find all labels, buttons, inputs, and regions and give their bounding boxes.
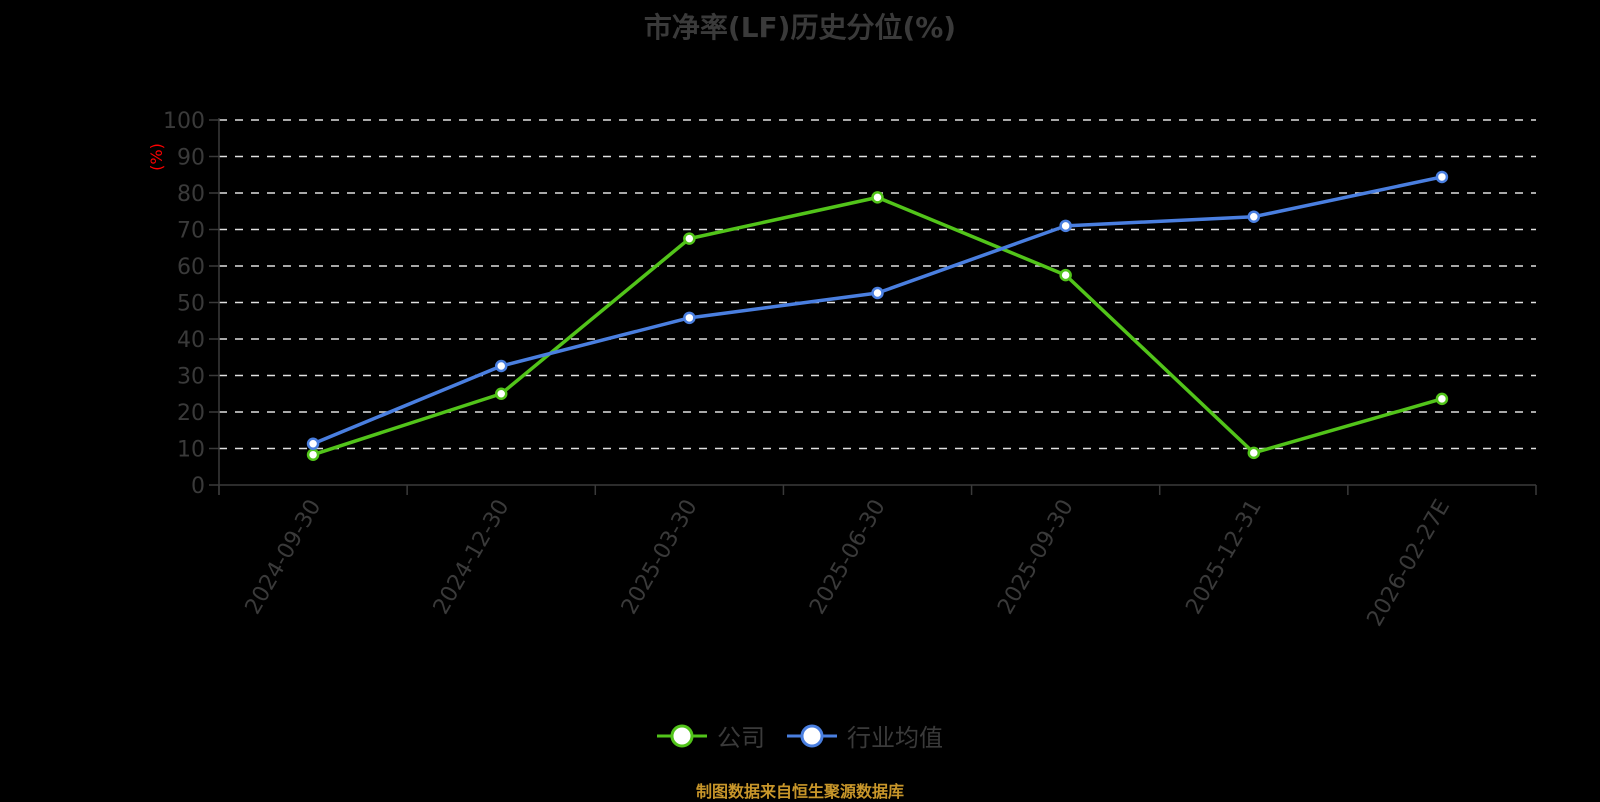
x-tick-label: 2025-12-31	[1181, 496, 1267, 619]
data-point[interactable]	[1435, 170, 1449, 184]
x-tick-label: 2025-09-30	[993, 496, 1079, 619]
series-line-company	[312, 195, 1443, 457]
y-tick-label: 0	[191, 474, 205, 499]
series-line-industry-avg	[312, 175, 1443, 446]
data-point[interactable]	[306, 437, 320, 451]
data-point[interactable]	[1059, 268, 1072, 282]
data-point[interactable]	[1435, 392, 1449, 406]
source-note: 制图数据来自恒生聚源数据库	[695, 782, 904, 801]
legend-item-industry-avg[interactable]: 行业均值	[787, 718, 943, 753]
chart-title: 市净率(LF)历史分位(%)	[643, 11, 957, 44]
y-tick-label: 60	[177, 255, 205, 280]
y-tick-label: 90	[177, 146, 205, 171]
x-tick-label: 2024-12-30	[429, 496, 515, 619]
data-point[interactable]	[1247, 210, 1261, 223]
legend-label-industry-avg: 行业均值	[847, 724, 943, 752]
data-point[interactable]	[683, 311, 696, 325]
data-point[interactable]	[494, 387, 508, 400]
legend-item-company[interactable]: 公司	[657, 718, 765, 753]
y-tick-label: 20	[177, 401, 205, 426]
x-tick-label: 2026-02-27E	[1363, 496, 1456, 631]
legend-marker-company-icon	[657, 724, 707, 747]
data-point[interactable]	[306, 448, 320, 461]
data-point[interactable]	[871, 286, 884, 300]
y-axis-unit: (%)	[147, 143, 166, 171]
y-tick-label: 70	[177, 219, 205, 244]
legend: 公司 行业均值	[0, 718, 1600, 753]
y-tick-label: 100	[163, 109, 205, 134]
y-tick-label: 80	[177, 182, 205, 207]
data-point[interactable]	[1247, 446, 1261, 460]
y-tick-label: 50	[177, 292, 205, 317]
x-tick-label: 2024-09-30	[241, 496, 327, 619]
data-point[interactable]	[871, 191, 884, 204]
data-point[interactable]	[683, 232, 696, 245]
data-point[interactable]	[494, 359, 508, 373]
data-point[interactable]	[1059, 219, 1072, 233]
x-tick-label: 2025-06-30	[805, 496, 891, 619]
y-tick-label: 10	[177, 438, 205, 463]
legend-marker-industry-icon	[787, 724, 837, 747]
y-tick-label: 40	[177, 328, 205, 353]
y-tick-label: 30	[177, 365, 205, 390]
legend-label-company: 公司	[717, 724, 765, 752]
x-tick-label: 2025-03-30	[617, 496, 703, 619]
